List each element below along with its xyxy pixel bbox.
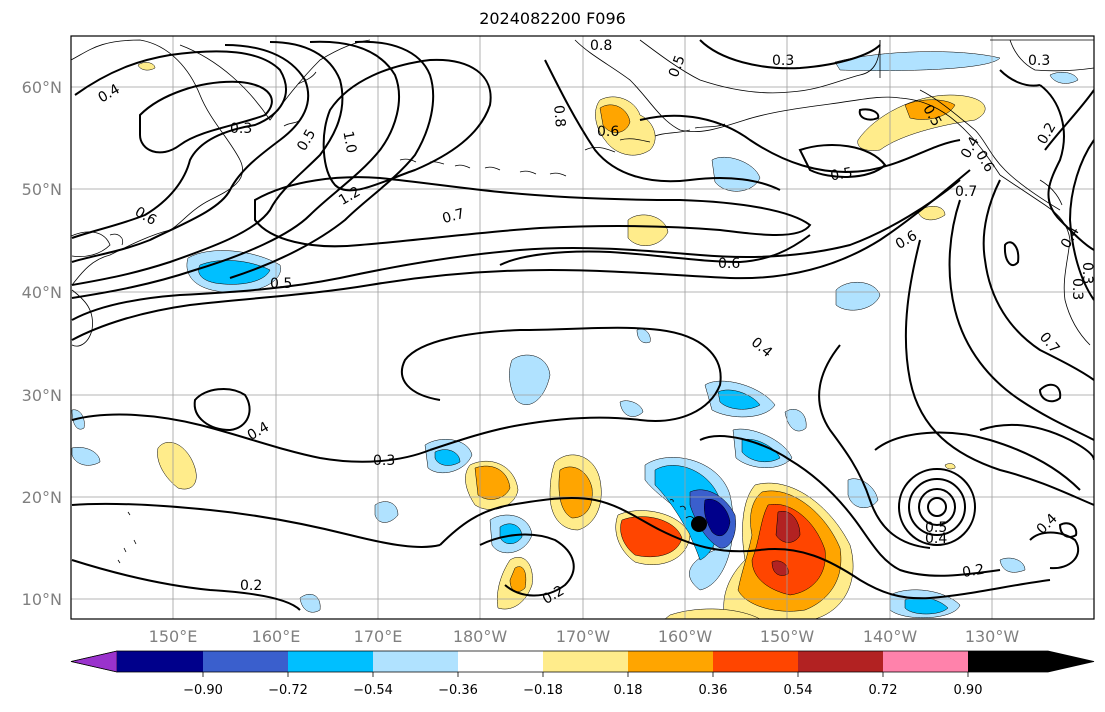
- pos-anomaly-patch: [599, 104, 631, 133]
- lon-axis: 150°E 160°E 170°E 180°W 170°W 160°W 150°…: [149, 627, 1020, 646]
- pos-anomaly-patch: [474, 465, 511, 500]
- contour-label: 0.3: [1028, 53, 1050, 69]
- contour-label: 0.8: [590, 38, 612, 54]
- pos-anomaly-patch: [137, 62, 156, 71]
- lat-label: 40°N: [22, 283, 62, 302]
- colorbar-segment: [798, 651, 883, 672]
- neg-anomaly-patch: [834, 51, 1001, 71]
- neg-anomaly-patch: [499, 523, 523, 544]
- colorbar-segment: [373, 651, 458, 672]
- lon-label: 150°E: [149, 627, 198, 646]
- neg-anomaly-patch: [71, 447, 101, 466]
- lon-label: 160°E: [252, 627, 301, 646]
- contour-label: 0.2: [240, 578, 262, 594]
- pos-anomaly-patch: [620, 516, 683, 558]
- colorbar-ticks: [202, 672, 969, 677]
- pos-anomaly-patch: [157, 442, 197, 490]
- neg-anomaly-patch: [509, 354, 551, 405]
- colorbar-label: −0.54: [353, 683, 393, 698]
- contour-label: 0.7: [441, 206, 467, 227]
- colorbar-label: −0.90: [183, 683, 223, 698]
- contour-label: 0.5: [270, 276, 292, 292]
- colorbar-segment: [713, 651, 798, 672]
- colorbar-segment: [968, 651, 1094, 672]
- neg-anomaly-patch: [619, 400, 644, 417]
- lon-label: 170°E: [354, 627, 403, 646]
- lat-label: 50°N: [22, 180, 62, 199]
- neg-anomaly-patch: [741, 438, 781, 463]
- plot-title: 2024082200 F096: [479, 9, 626, 28]
- colorbar-outline: [70, 650, 1095, 673]
- lat-label: 30°N: [22, 386, 62, 405]
- neg-anomaly-patch: [784, 409, 807, 432]
- contour-label: 0.4: [925, 531, 947, 547]
- pos-anomaly-patch: [944, 463, 956, 470]
- pos-anomaly-patch: [558, 466, 593, 519]
- contour-label: 0.8: [550, 104, 568, 128]
- lon-label: 160°W: [658, 627, 713, 646]
- lon-label: 130°W: [965, 627, 1020, 646]
- contour-label: 0.3: [772, 53, 794, 69]
- contour-label: 0.3: [1079, 262, 1095, 284]
- storm-center-icon: [691, 516, 707, 532]
- contour-label: 0.7: [955, 184, 977, 200]
- contour-label: 0.6: [718, 256, 740, 272]
- colorbar-label: 0.72: [869, 683, 898, 698]
- contour-label: 0.5: [666, 53, 689, 79]
- colorbar-label: −0.72: [268, 683, 308, 698]
- colorbar-label: 0.36: [699, 683, 728, 698]
- colorbar-segment: [543, 651, 628, 672]
- lon-label: 180°W: [453, 627, 508, 646]
- contour-label: 0.3: [1069, 278, 1085, 300]
- colorbar-segment: [288, 651, 373, 672]
- colorbar-segment: [628, 651, 713, 672]
- colorbar-label: 0.90: [954, 683, 983, 698]
- lat-label: 20°N: [22, 488, 62, 507]
- neg-anomaly-patch: [636, 328, 651, 344]
- neg-anomaly-patch: [999, 557, 1026, 573]
- colorbar-label: −0.36: [438, 683, 478, 698]
- lon-label: 150°W: [760, 627, 815, 646]
- contour-label: 0.3: [230, 121, 252, 137]
- contour-label: 0.5: [829, 165, 854, 185]
- contour-lines: [71, 39, 1094, 611]
- pos-anomaly-patch: [509, 566, 527, 592]
- colorbar-segment: [883, 651, 968, 672]
- contour-label: 0.5: [925, 520, 947, 536]
- colorbar-label: 0.54: [784, 683, 813, 698]
- neg-anomaly-patch: [711, 156, 761, 192]
- lat-label: 10°N: [22, 590, 62, 609]
- colorbar-segment: [203, 651, 288, 672]
- lat-label: 60°N: [22, 78, 62, 97]
- colorbar-segment: [70, 650, 118, 673]
- contour-label: 0.3: [373, 453, 395, 469]
- pos-anomaly-patch: [771, 560, 789, 576]
- colorbar-label: −0.18: [523, 683, 563, 698]
- contour-label: 1.0: [339, 130, 359, 155]
- lon-label: 170°W: [556, 627, 611, 646]
- contour-label: 0.2: [961, 561, 986, 581]
- lon-label: 140°W: [863, 627, 918, 646]
- pos-anomaly-patch: [627, 214, 669, 246]
- pos-anomaly-patch: [775, 510, 801, 543]
- map-border: [70, 35, 1095, 620]
- neg-anomaly-patch: [198, 260, 271, 285]
- colorbar-segment: [458, 651, 543, 672]
- contour-label: 0.6: [597, 124, 619, 140]
- coastlines: [71, 39, 1094, 564]
- lat-axis: 10°N 20°N 30°N 40°N 50°N 60°N: [22, 78, 62, 609]
- neg-anomaly-patch: [835, 282, 881, 311]
- colorbar: −0.90 −0.72 −0.54 −0.36 −0.18 0.18 0.36 …: [70, 650, 1095, 698]
- colorbar-label: 0.18: [614, 683, 643, 698]
- neg-anomaly-patch: [434, 449, 461, 466]
- pos-anomaly-patch: [917, 206, 946, 221]
- colorbar-segment: [117, 651, 203, 672]
- neg-anomaly-patch: [1049, 72, 1079, 84]
- neg-anomaly-patch: [704, 498, 731, 537]
